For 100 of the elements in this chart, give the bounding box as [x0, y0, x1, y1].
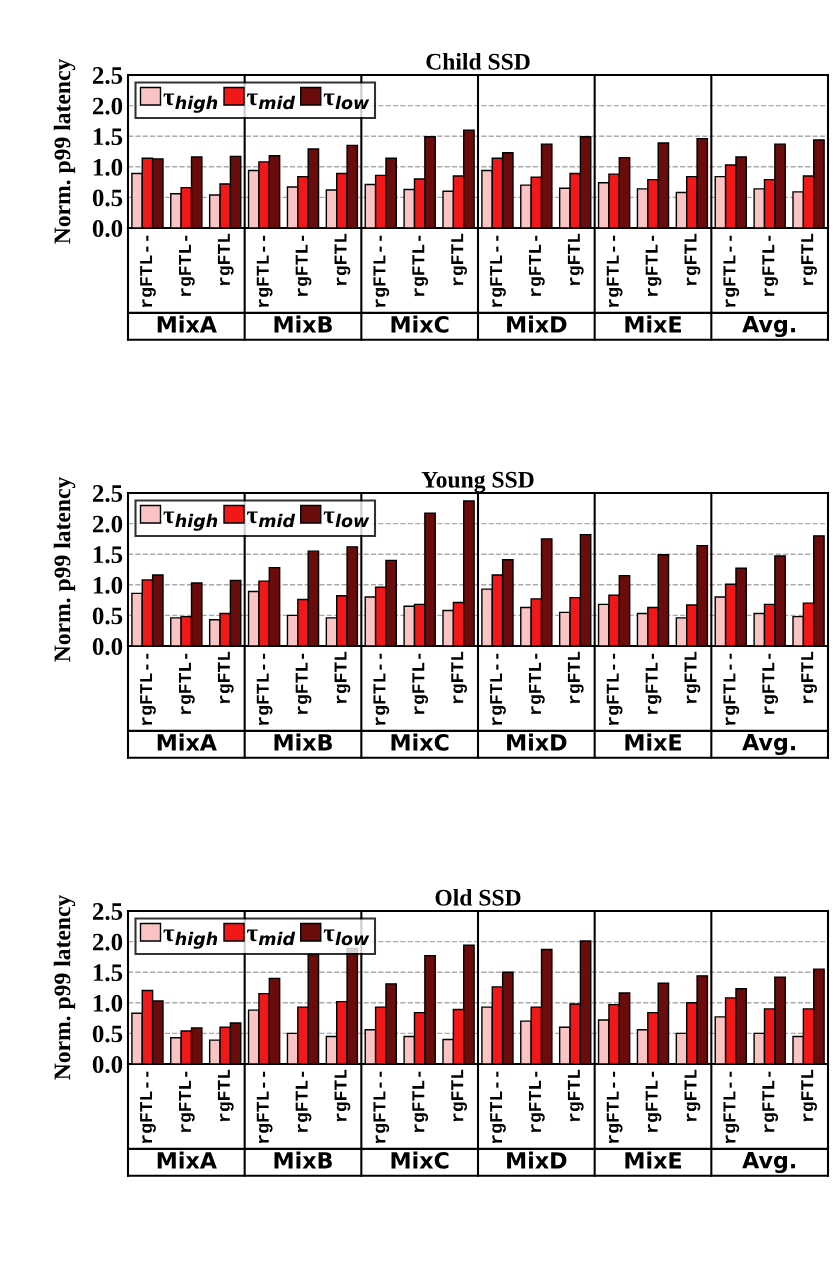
y-tick-label: 0.0 — [92, 638, 123, 656]
y-tick-label: 2.5 — [92, 903, 123, 921]
x-tick-label: rgFTL-- — [140, 1071, 156, 1143]
x-tick-label: rgFTL — [334, 233, 351, 286]
y-axis-title: Norm. p99 latency — [53, 894, 76, 1080]
x-tick-label: rgFTL — [451, 233, 467, 286]
y-tick-label: 1.5 — [93, 546, 123, 564]
x-tick-label: rgFTL-- — [490, 1071, 506, 1143]
x-tick-label: rgFTL-- — [723, 235, 740, 307]
legend-label: τ$_{mid}$ — [246, 929, 296, 946]
legend-label: τ$_{low}$ — [323, 93, 370, 110]
y-tick-label: 0.5 — [92, 1025, 123, 1043]
y-tick-label: 0.5 — [92, 607, 123, 625]
x-tick-label: rgFTL — [801, 1069, 817, 1122]
legend-label: τ$_{high}$ — [163, 511, 218, 531]
chart-title: Young SSD — [421, 471, 534, 493]
x-tick-label: rgFTL-- — [723, 1071, 740, 1143]
x-tick-label: rgFTL-- — [490, 653, 506, 725]
x-tick-label: rgFTL — [217, 651, 234, 704]
x-tick-label: rgFTL — [567, 233, 584, 286]
x-tick-label: rgFTL — [567, 1069, 584, 1122]
y-tick-label: 2.0 — [92, 933, 123, 951]
x-tick-label: rgFTL — [684, 651, 701, 704]
x-tick-label: rgFTL- — [179, 235, 195, 297]
x-tick-label: rgFTL-- — [256, 235, 273, 307]
x-tick-label: rgFTL-- — [373, 653, 390, 725]
x-tick-label: rgFTL- — [762, 653, 779, 715]
y-tick-label: 2.0 — [92, 97, 123, 115]
legend-label: τ$_{low}$ — [323, 511, 370, 528]
legend-label: τ$_{mid}$ — [246, 511, 296, 528]
y-axis-title: Norm. p99 latency — [53, 476, 76, 662]
x-tick-label: rgFTL-- — [256, 1071, 273, 1143]
x-tick-label: rgFTL-- — [256, 653, 273, 725]
legend-label: τ$_{low}$ — [323, 929, 370, 946]
x-tick-label: rgFTL-- — [140, 235, 156, 307]
x-tick-label: rgFTL- — [179, 1071, 195, 1133]
text: MixA — [157, 733, 217, 751]
y-tick-label: 1.0 — [93, 576, 123, 594]
x-tick-label: rgFTL — [334, 1069, 351, 1122]
x-tick-label: rgFTL — [684, 1069, 701, 1122]
x-tick-label: rgFTL — [801, 233, 817, 286]
x-tick-label: rgFTL- — [179, 653, 195, 715]
chart-title: Old SSD — [435, 889, 521, 906]
text: Avg. — [742, 316, 796, 338]
x-tick-label: rgFTL- — [412, 653, 429, 715]
x-tick-label: rgFTL- — [295, 1071, 312, 1133]
y-tick-label: 2.5 — [92, 67, 123, 85]
x-tick-label: rgFTL-- — [606, 653, 623, 725]
x-tick-label: rgFTL- — [645, 653, 662, 715]
y-tick-label: 0.0 — [92, 1056, 123, 1074]
x-tick-label: rgFTL-- — [373, 235, 390, 307]
legend-label: τ$_{high}$ — [163, 93, 218, 113]
text: MixE — [625, 733, 681, 751]
x-tick-label: rgFTL-- — [490, 235, 506, 307]
text: MixB — [274, 733, 332, 751]
x-tick-label: rgFTL- — [295, 653, 312, 715]
text: MixB — [274, 1151, 332, 1169]
text: MixE — [625, 1151, 681, 1169]
x-tick-label: rgFTL — [334, 651, 351, 704]
text: MixA — [157, 1151, 217, 1169]
x-tick-label: rgFTL- — [412, 1071, 429, 1133]
text: MixC — [391, 733, 449, 751]
y-axis-title: Norm. p99 latency — [53, 58, 76, 244]
chart-title: Child SSD — [426, 53, 530, 70]
text: MixC — [391, 315, 449, 333]
y-tick-label: 2.0 — [92, 515, 123, 533]
x-tick-label: rgFTL — [451, 651, 467, 704]
x-tick-label: rgFTL- — [645, 1071, 662, 1133]
x-tick-label: rgFTL- — [529, 235, 545, 297]
x-tick-label: rgFTL-- — [373, 1071, 390, 1143]
text: MixD — [507, 315, 567, 333]
x-tick-label: rgFTL — [567, 651, 584, 704]
x-tick-label: rgFTL-- — [606, 235, 623, 307]
x-tick-label: rgFTL- — [762, 1071, 779, 1133]
y-tick-label: 1.0 — [93, 158, 123, 176]
y-tick-label: 0.5 — [92, 189, 123, 207]
x-tick-label: rgFTL-- — [606, 1071, 623, 1143]
x-tick-label: rgFTL — [217, 233, 234, 286]
legend-label: τ$_{mid}$ — [246, 93, 296, 110]
text: MixA — [157, 315, 217, 333]
x-tick-label: rgFTL- — [645, 235, 662, 297]
x-tick-label: rgFTL-- — [723, 653, 740, 725]
text: Avg. — [742, 734, 796, 756]
x-tick-label: rgFTL- — [295, 235, 312, 297]
x-tick-label: rgFTL — [217, 1069, 234, 1122]
text: MixC — [391, 1151, 449, 1169]
y-tick-label: 1.5 — [93, 128, 123, 146]
x-tick-label: rgFTL- — [529, 653, 545, 715]
x-tick-label: rgFTL — [684, 233, 701, 286]
y-tick-label: 0.0 — [92, 220, 123, 238]
x-tick-label: rgFTL — [801, 651, 817, 704]
text: MixE — [625, 315, 681, 333]
y-tick-label: 1.0 — [93, 994, 123, 1012]
x-tick-label: rgFTL- — [529, 1071, 545, 1133]
x-tick-label: rgFTL- — [412, 235, 429, 297]
text: MixB — [274, 315, 332, 333]
text: MixD — [507, 733, 567, 751]
y-tick-label: 2.5 — [92, 485, 123, 503]
text: Avg. — [742, 1152, 796, 1174]
x-tick-label: rgFTL — [451, 1069, 467, 1122]
